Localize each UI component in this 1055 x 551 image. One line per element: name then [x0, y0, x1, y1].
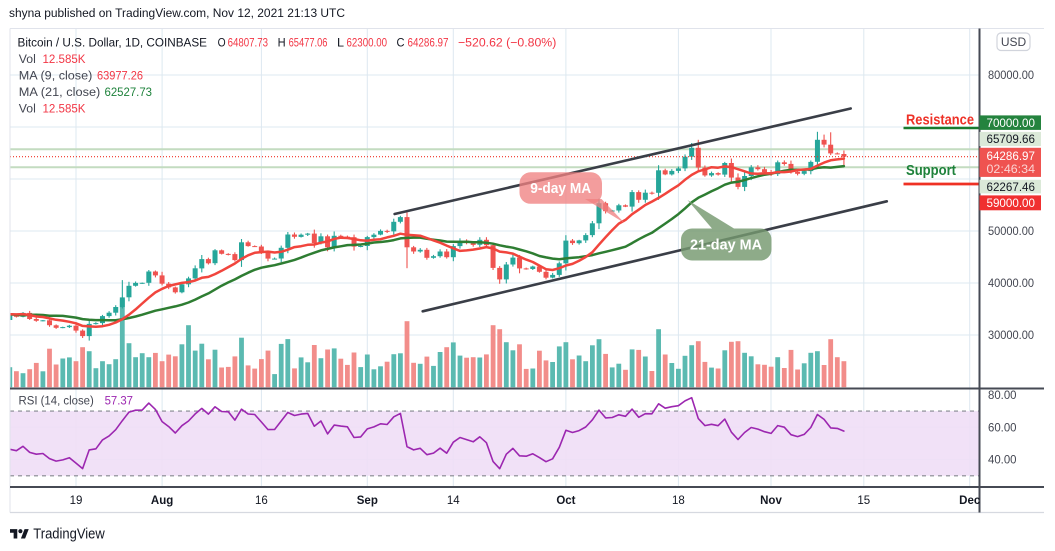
svg-text:62300.00: 62300.00: [347, 36, 388, 50]
svg-text:50000.00: 50000.00: [988, 226, 1034, 238]
svg-text:C: C: [397, 36, 405, 50]
svg-text:MA (21, close): MA (21, close): [19, 85, 100, 99]
svg-text:02:46:34: 02:46:34: [987, 162, 1036, 176]
svg-text:15: 15: [857, 495, 870, 507]
svg-text:40000.00: 40000.00: [988, 278, 1034, 290]
svg-text:TradingView: TradingView: [33, 526, 105, 543]
svg-text:14: 14: [447, 495, 460, 507]
svg-text:21-day MA: 21-day MA: [690, 237, 762, 254]
svg-text:80000.00: 80000.00: [988, 70, 1034, 82]
svg-text:−520.62 (−0.80%): −520.62 (−0.80%): [458, 36, 556, 50]
svg-text:12.585K: 12.585K: [43, 52, 86, 66]
svg-text:L: L: [337, 36, 344, 50]
svg-text:USD: USD: [1001, 35, 1027, 49]
svg-text:9-day MA: 9-day MA: [530, 180, 591, 197]
svg-text:60.00: 60.00: [988, 422, 1017, 434]
svg-text:Resistance: Resistance: [906, 113, 974, 129]
svg-text:Vol: Vol: [19, 102, 36, 116]
svg-text:59000.00: 59000.00: [987, 196, 1036, 210]
svg-text:70000.00: 70000.00: [987, 116, 1036, 130]
svg-text:Dec: Dec: [959, 495, 981, 507]
svg-text:Sep: Sep: [357, 495, 378, 507]
svg-text:MA (9, close): MA (9, close): [19, 69, 93, 83]
svg-text:16: 16: [255, 495, 268, 507]
svg-text:19: 19: [70, 495, 83, 507]
svg-text:30000.00: 30000.00: [988, 330, 1034, 342]
svg-text:57.37: 57.37: [105, 394, 134, 408]
svg-text:62267.46: 62267.46: [987, 180, 1036, 194]
svg-text:Support: Support: [906, 163, 956, 179]
svg-text:Oct: Oct: [556, 495, 575, 507]
svg-text:65477.06: 65477.06: [289, 36, 328, 50]
svg-text:62527.73: 62527.73: [105, 85, 153, 99]
svg-text:64286.97: 64286.97: [408, 36, 449, 50]
svg-text:40.00: 40.00: [988, 455, 1017, 467]
svg-text:shyna published on TradingView: shyna published on TradingView.com, Nov …: [9, 6, 345, 20]
svg-text:63977.26: 63977.26: [97, 69, 143, 83]
svg-text:H: H: [278, 36, 286, 50]
svg-text:Bitcoin / U.S. Dollar, 1D, COI: Bitcoin / U.S. Dollar, 1D, COINBASE: [18, 36, 208, 50]
svg-text:18: 18: [672, 495, 685, 507]
svg-text:Nov: Nov: [760, 495, 782, 507]
svg-text:Vol: Vol: [19, 52, 36, 66]
svg-text:RSI (14, close): RSI (14, close): [19, 394, 94, 408]
svg-text:12.585K: 12.585K: [43, 102, 86, 116]
svg-text:65709.66: 65709.66: [987, 132, 1036, 146]
svg-text:64807.73: 64807.73: [228, 36, 269, 50]
svg-text:80.00: 80.00: [988, 390, 1017, 402]
svg-text:64286.97: 64286.97: [987, 149, 1036, 163]
svg-text:O: O: [218, 36, 226, 50]
svg-text:Aug: Aug: [151, 495, 173, 507]
